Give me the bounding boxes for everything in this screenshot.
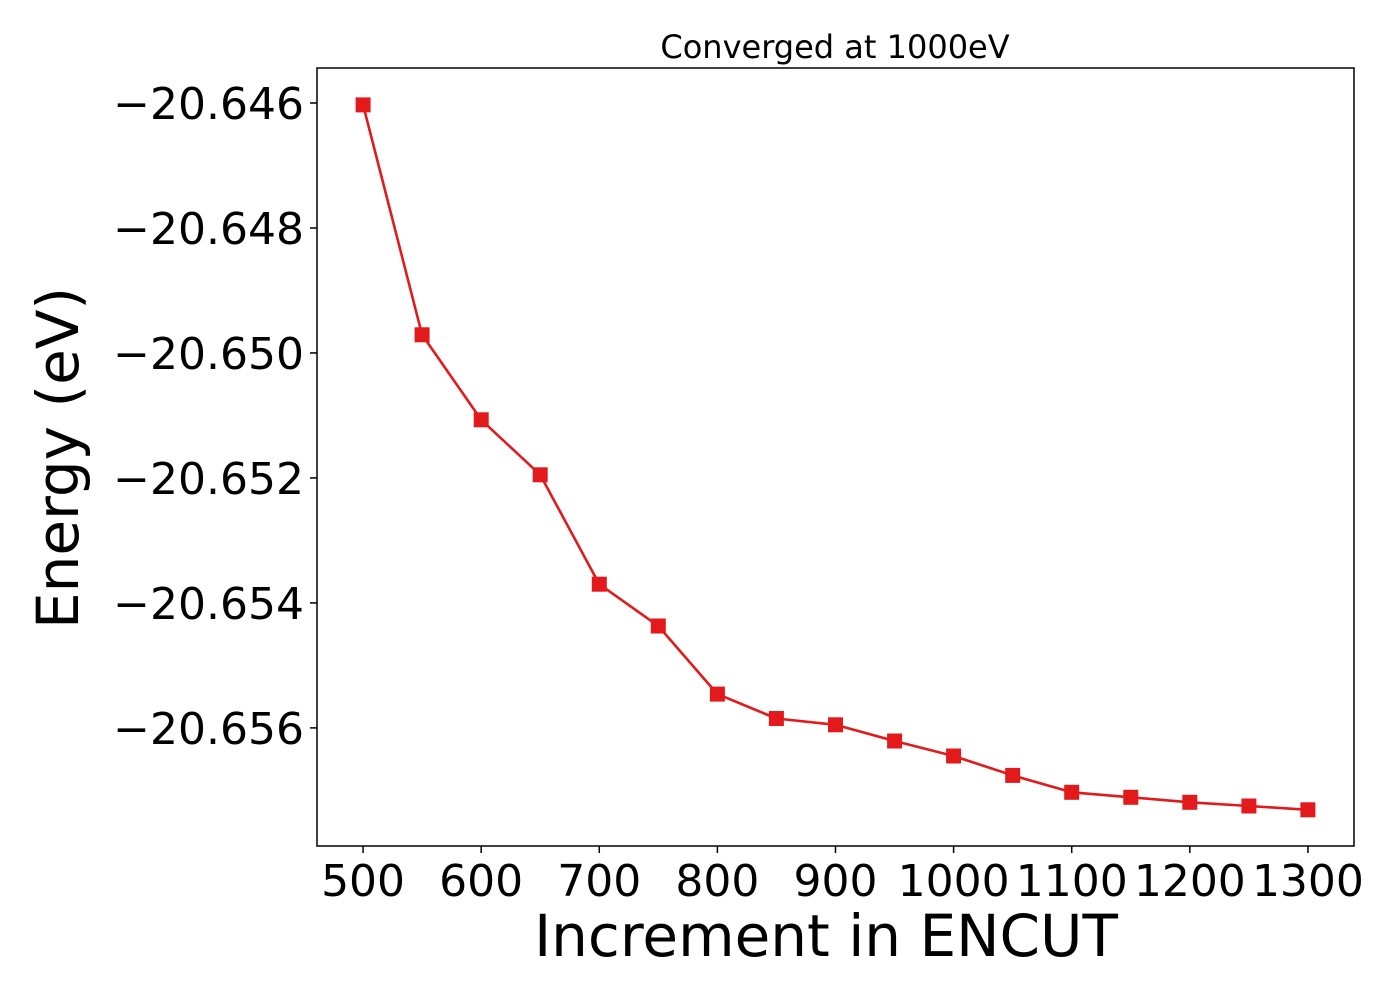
data-point: [650, 618, 666, 634]
data-point: [946, 748, 962, 764]
data-point: [1005, 767, 1021, 783]
x-tick-label: 1200: [1134, 856, 1246, 907]
x-tick-label: 600: [439, 856, 523, 907]
y-tick-label: −20.648: [113, 204, 304, 255]
plot-area: [355, 97, 1316, 818]
x-tick-label: 1100: [1016, 856, 1128, 907]
chart-title: Converged at 1000eV: [660, 28, 1009, 66]
data-point: [887, 733, 903, 749]
data-point: [355, 97, 371, 113]
data-point: [414, 327, 430, 343]
data-point: [1123, 789, 1139, 805]
data-point: [1300, 802, 1316, 818]
x-tick-label: 700: [557, 856, 641, 907]
data-point: [1064, 784, 1080, 800]
y-tick-label: −20.650: [113, 329, 304, 380]
data-point: [768, 711, 784, 726]
x-tick-label: 500: [321, 856, 405, 907]
x-tick-label: 900: [794, 856, 878, 907]
data-point: [532, 467, 548, 483]
x-axis-label: Increment in ENCUT: [534, 902, 1118, 970]
x-tick-label: 1300: [1252, 856, 1364, 907]
data-point: [709, 686, 725, 702]
data-point: [1241, 798, 1257, 814]
data-point: [1182, 794, 1198, 810]
x-tick-label: 1000: [898, 856, 1010, 907]
y-tick-label: −20.652: [113, 454, 304, 505]
y-tick-label: −20.654: [113, 579, 304, 630]
axes: 500 600 700 800 900 1000 1100 1200 1300 −20.646 −2…: [113, 79, 1364, 907]
data-point: [828, 717, 843, 733]
y-tick-label: −20.656: [113, 704, 304, 755]
y-tick-label: −20.646: [113, 79, 304, 130]
y-axis-label: Energy (eV): [24, 287, 92, 629]
x-tick-label: 800: [675, 856, 759, 907]
data-point: [591, 576, 607, 592]
data-point: [473, 412, 489, 428]
